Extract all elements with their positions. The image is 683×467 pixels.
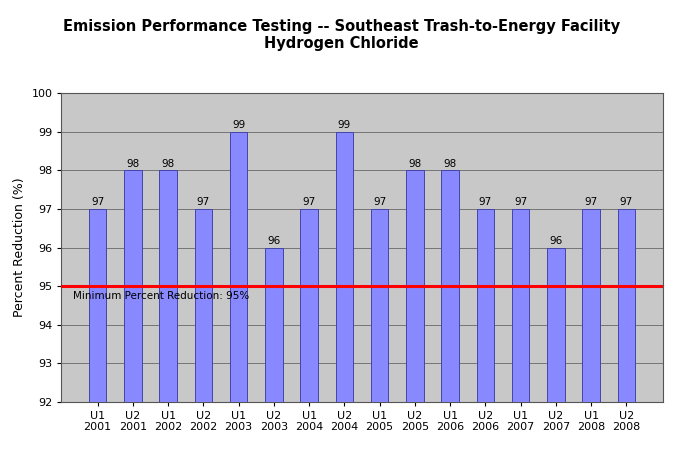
Text: 98: 98 <box>126 159 139 169</box>
Text: 97: 97 <box>91 198 104 207</box>
Text: 98: 98 <box>443 159 457 169</box>
Bar <box>195 209 212 467</box>
Bar <box>583 209 600 467</box>
Text: 97: 97 <box>619 198 633 207</box>
Text: 97: 97 <box>514 198 527 207</box>
Bar <box>512 209 529 467</box>
Bar <box>441 170 459 467</box>
Bar <box>335 132 353 467</box>
Bar <box>371 209 389 467</box>
Text: 97: 97 <box>479 198 492 207</box>
Text: 99: 99 <box>337 120 351 130</box>
Bar <box>547 248 565 467</box>
Bar <box>617 209 635 467</box>
Bar <box>477 209 494 467</box>
Text: 96: 96 <box>549 236 563 246</box>
Bar <box>89 209 107 467</box>
Text: Minimum Percent Reduction: 95%: Minimum Percent Reduction: 95% <box>74 290 250 301</box>
Text: 97: 97 <box>197 198 210 207</box>
Bar <box>265 248 283 467</box>
Bar <box>124 170 141 467</box>
Text: 97: 97 <box>585 198 598 207</box>
Text: 99: 99 <box>232 120 245 130</box>
Y-axis label: Percent Reduction (%): Percent Reduction (%) <box>13 178 26 317</box>
Bar <box>159 170 177 467</box>
Text: 97: 97 <box>373 198 387 207</box>
Text: 96: 96 <box>267 236 281 246</box>
Bar <box>406 170 423 467</box>
Text: 98: 98 <box>161 159 175 169</box>
Text: 98: 98 <box>408 159 421 169</box>
Bar <box>301 209 318 467</box>
Text: 97: 97 <box>303 198 316 207</box>
Text: Emission Performance Testing -- Southeast Trash-to-Energy Facility
Hydrogen Chlo: Emission Performance Testing -- Southeas… <box>63 19 620 51</box>
Bar <box>229 132 247 467</box>
